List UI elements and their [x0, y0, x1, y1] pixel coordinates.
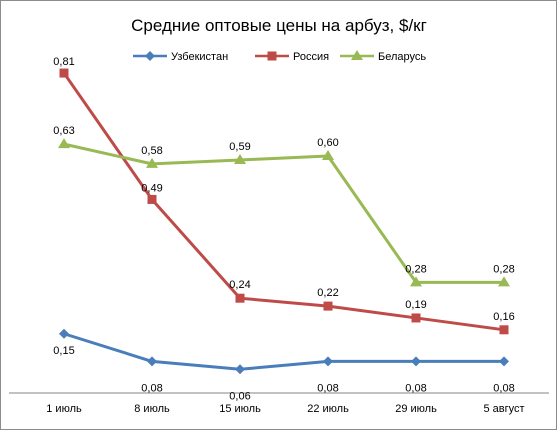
data-point: [322, 150, 334, 160]
data-point: [59, 68, 69, 78]
data-point: [323, 301, 333, 311]
x-tick-label: 8 июль: [134, 403, 170, 415]
data-point: [499, 325, 509, 335]
series-line: [62, 72, 505, 332]
data-point: [235, 364, 245, 375]
x-tick-label: 29 июль: [395, 403, 437, 415]
data-point: [411, 313, 421, 323]
data-label: 0,28: [493, 263, 514, 275]
data-label: 0,16: [493, 311, 514, 323]
data-point: [235, 293, 245, 303]
legend-entry-label: Узбекистан: [171, 51, 228, 63]
data-point: [499, 356, 509, 367]
data-label: 0,59: [229, 141, 250, 153]
series-line: [63, 332, 504, 371]
data-label: 0,60: [317, 137, 338, 149]
legend-marker: [351, 50, 363, 60]
data-label: 0,63: [53, 125, 74, 137]
data-point: [58, 138, 70, 149]
data-point: [410, 276, 422, 287]
data-label: 0,24: [229, 279, 250, 291]
data-point: [498, 276, 510, 287]
legend-marker: [145, 51, 155, 61]
data-label: 0,49: [141, 182, 162, 194]
data-label: 0,81: [53, 56, 74, 68]
x-tick-label: 22 июль: [307, 403, 349, 415]
legend-entry-label: Россия: [293, 51, 329, 63]
legend: Узбекистан Россия Беларусь: [133, 50, 426, 63]
data-label: 0,08: [493, 382, 514, 394]
data-label: 0,28: [405, 263, 426, 275]
chart-title: Средние оптовые цены на арбуз, $/кг: [131, 16, 427, 35]
data-label: 0,06: [229, 390, 250, 402]
legend-entry-label: Беларусь: [378, 51, 426, 63]
x-tick-label: 1 июль: [46, 403, 82, 415]
data-label: 0,58: [141, 145, 162, 157]
data-labels: 0,15 0,08 0,06 0,08 0,08 0,08 0,81 0,49 0,24 0,22…: [53, 56, 514, 402]
data-label: 0,08: [317, 382, 338, 394]
data-point: [411, 356, 421, 367]
data-point: [147, 194, 157, 204]
data-label: 0,19: [405, 299, 426, 311]
x-axis-ticks: 1 июль 8 июль 15 июль 22 июль 29 июль 5 авгус…: [46, 403, 524, 415]
series-markers: [58, 68, 510, 375]
x-tick-label: 15 июль: [219, 403, 261, 415]
series-lines: [62, 72, 505, 371]
data-point: [146, 157, 158, 168]
data-label: 0,15: [53, 345, 74, 357]
data-label: 0,08: [405, 382, 426, 394]
data-point: [323, 356, 333, 367]
data-label: 0,08: [141, 382, 162, 394]
legend-marker: [267, 51, 277, 61]
data-point: [59, 328, 69, 339]
series-line: [63, 142, 504, 284]
data-point: [234, 153, 246, 164]
x-tick-label: 5 август: [483, 403, 524, 415]
data-label: 0,22: [317, 287, 338, 299]
data-point: [147, 356, 157, 367]
